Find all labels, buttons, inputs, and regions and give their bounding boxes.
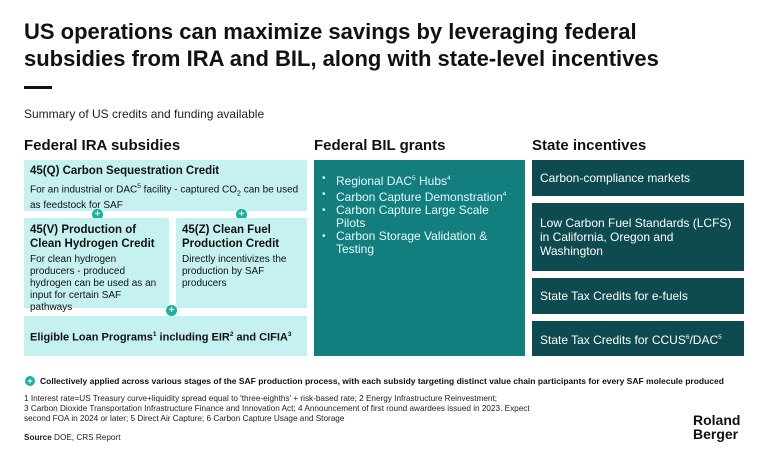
bil-item: Carbon Storage Validation & Testing bbox=[322, 230, 517, 256]
federal-ira-heading: Federal IRA subsidies bbox=[24, 137, 181, 154]
state-item-compliance: Carbon-compliance markets bbox=[532, 160, 744, 196]
credit-45v-title: 45(V) Production of Clean Hydrogen Credi… bbox=[30, 224, 155, 250]
plus-connector-icon: + bbox=[92, 209, 103, 220]
credit-45z-title: 45(Z) Clean Fuel Production Credit bbox=[182, 224, 280, 250]
state-item-tax-efuels: State Tax Credits for e-fuels bbox=[532, 278, 744, 314]
footnotes: 1 Interest rate=US Treasury curve+liquid… bbox=[24, 394, 594, 424]
credit-45v-box: 45(V) Production of Clean Hydrogen Credi… bbox=[24, 218, 169, 313]
credit-45z-box: 45(Z) Clean Fuel Production Credit Direc… bbox=[176, 218, 307, 308]
credit-45q-description: For an industrial or DAC5 facility - cap… bbox=[30, 183, 299, 212]
source-note: Source DOE, CRS Report bbox=[24, 433, 121, 442]
state-incentives-heading: State incentives bbox=[532, 137, 647, 154]
title-underline bbox=[24, 86, 52, 89]
bil-grants-list: Regional DAC5 Hubs4 Carbon Capture Demon… bbox=[314, 160, 525, 256]
bil-item: Carbon Capture Large Scale Pilots bbox=[322, 204, 517, 230]
plus-connector-icon: + bbox=[166, 305, 177, 316]
credit-45q-title: 45(Q) Carbon Sequestration Credit bbox=[30, 165, 220, 177]
plus-legend-icon: + bbox=[25, 376, 35, 386]
footnote-line: 3 Carbon Dioxide Transportation Infrastr… bbox=[24, 404, 530, 413]
plus-legend-text: Collectively applied across various stag… bbox=[40, 376, 724, 386]
roland-berger-logo: Roland Berger bbox=[693, 412, 741, 442]
plus-connector-icon: + bbox=[236, 209, 247, 220]
credit-45z-description: Directly incentivizes the production by … bbox=[182, 254, 287, 289]
state-item-lcfs: Low Carbon Fuel Standards (LCFS) in Cali… bbox=[532, 203, 744, 271]
page-subtitle: Summary of US credits and funding availa… bbox=[24, 107, 265, 121]
loan-programs-box: Eligible Loan Programs1 including EIR2 a… bbox=[24, 316, 307, 356]
state-item-tax-ccus: State Tax Credits for CCUS6/DAC5 bbox=[532, 321, 744, 356]
federal-bil-heading: Federal BIL grants bbox=[314, 137, 446, 154]
credit-45q-box: 45(Q) Carbon Sequestration Credit For an… bbox=[24, 160, 307, 211]
bil-item: Carbon Capture Demonstration4 bbox=[322, 188, 517, 204]
loan-programs-label: Eligible Loan Programs1 including EIR2 a… bbox=[30, 330, 292, 344]
credit-45v-description: For clean hydrogen producers - produced … bbox=[30, 254, 157, 313]
footnote-line: second FOA in 2024 or later; 5 Direct Ai… bbox=[24, 414, 345, 423]
footnote-line: 1 Interest rate=US Treasury curve+liquid… bbox=[24, 394, 498, 403]
bil-grants-box: Regional DAC5 Hubs4 Carbon Capture Demon… bbox=[314, 160, 525, 356]
page-title: US operations can maximize savings by le… bbox=[24, 19, 659, 71]
bil-item: Regional DAC5 Hubs4 bbox=[322, 172, 517, 188]
